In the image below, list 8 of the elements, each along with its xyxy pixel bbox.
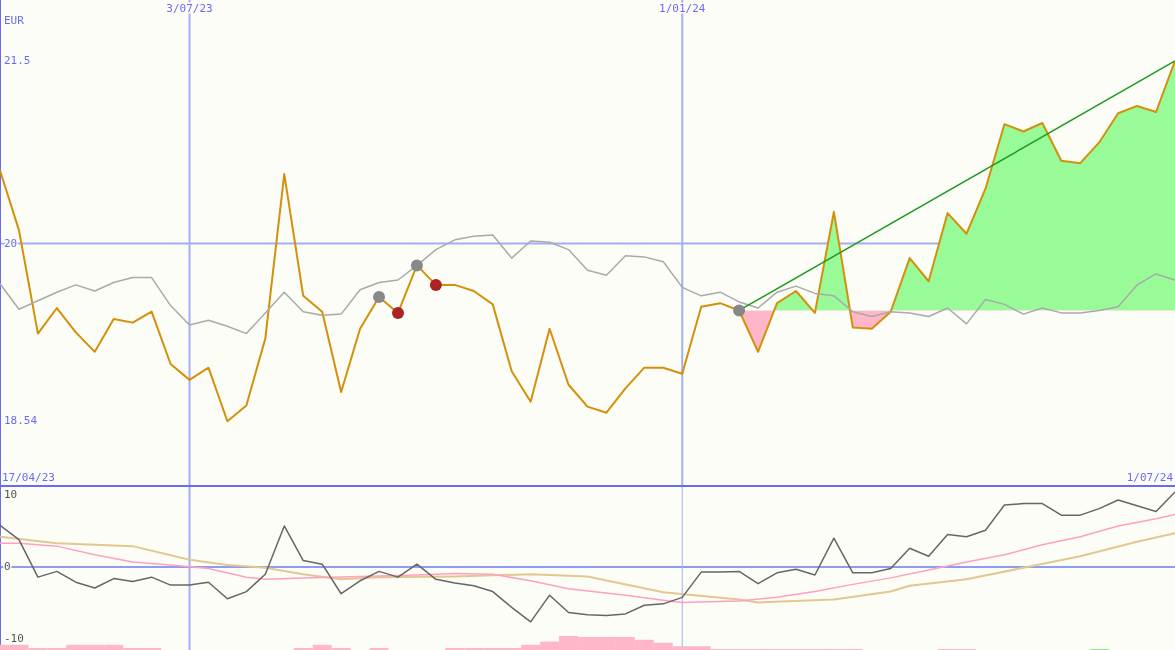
- annotation: 17/04/23: [2, 471, 55, 484]
- y-axis-title: EUR: [4, 14, 25, 27]
- y-tick-label: 20: [4, 236, 18, 250]
- y-tick-label: 18.54: [4, 414, 38, 428]
- y-tick-label: -10: [4, 632, 24, 646]
- y-tick-label: 10: [4, 487, 18, 501]
- y-tick-label: 21.5: [4, 53, 31, 67]
- annotation: 1/07/24: [1126, 471, 1174, 484]
